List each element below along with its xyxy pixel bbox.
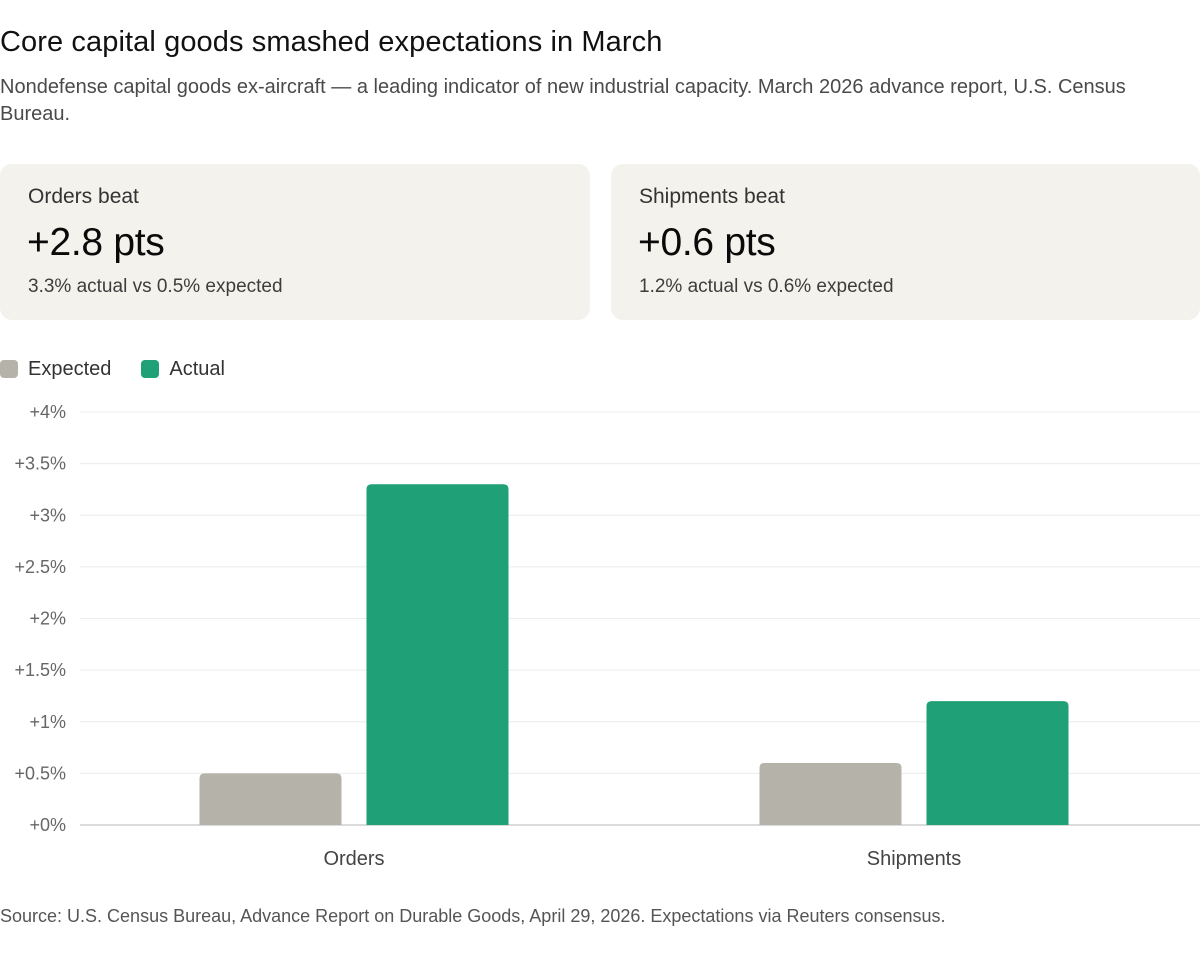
chart-legend: Expected Actual (0, 356, 255, 382)
shipments-beat-value: +0.6 pts (638, 221, 776, 264)
chart-title: Core capital goods smashed expectations … (0, 26, 663, 58)
y-axis-ticks: +0% +0.5% +1% +1.5% +2% +2.5% +3% +3.5% +4% (14, 402, 66, 835)
orders-beat-value: +2.8 pts (27, 221, 165, 264)
bar-shipments-expected (759, 763, 902, 825)
bar-shipments-actual (926, 701, 1069, 825)
y-tick-label: +2% (29, 609, 66, 629)
y-tick-label: +3.5% (14, 454, 66, 474)
legend-swatch-actual (141, 360, 160, 378)
legend-item-expected: Expected (0, 358, 111, 381)
y-tick-label: +2.5% (14, 557, 66, 577)
y-tick-label: +3% (29, 505, 66, 525)
y-tick-label: +1.5% (14, 660, 66, 680)
bar-chart: +0% +0.5% +1% +1.5% +2% +2.5% +3% +3.5% +4% Orde… (14, 402, 1200, 870)
orders-beat-card: Orders beat +2.8 pts 3.3% actual vs 0.5%… (0, 164, 590, 320)
x-tick-label-orders: Orders (323, 848, 384, 870)
y-tick-label: +4% (29, 402, 66, 422)
legend-item-actual: Actual (141, 358, 225, 381)
bars (199, 484, 1069, 825)
legend-label-expected: Expected (28, 357, 112, 380)
shipments-beat-detail: 1.2% actual vs 0.6% expected (639, 276, 894, 297)
shipments-beat-card: Shipments beat +0.6 pts 1.2% actual vs 0… (611, 164, 1200, 320)
shipments-beat-label: Shipments beat (639, 185, 785, 208)
source-note: Source: U.S. Census Bureau, Advance Repo… (0, 906, 946, 926)
legend-swatch-expected (0, 360, 18, 378)
orders-beat-detail: 3.3% actual vs 0.5% expected (28, 276, 283, 297)
orders-beat-label: Orders beat (28, 185, 139, 208)
x-axis-ticks: Orders Shipments (323, 848, 961, 870)
bar-orders-actual (366, 484, 509, 825)
y-tick-label: +0% (29, 815, 66, 835)
x-tick-label-shipments: Shipments (867, 848, 962, 870)
chart-subtitle: Nondefense capital goods ex-aircraft — a… (0, 76, 1126, 125)
y-tick-label: +0.5% (14, 763, 66, 783)
y-tick-label: +1% (29, 712, 66, 732)
bar-orders-expected (199, 773, 342, 825)
legend-label-actual: Actual (169, 357, 225, 380)
